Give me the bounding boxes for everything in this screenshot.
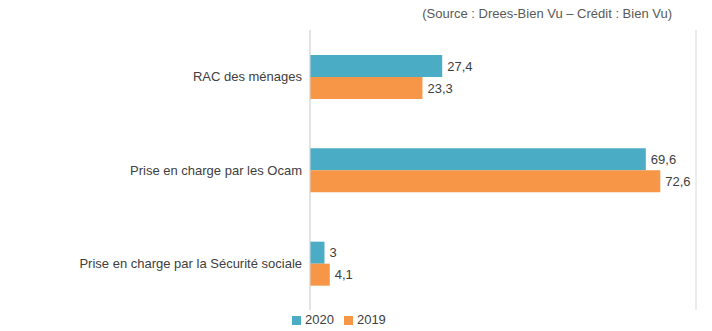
svg-text:Prise en charge par la Sécurit: Prise en charge par la Sécurité sociale xyxy=(79,256,302,271)
svg-text:72,6: 72,6 xyxy=(665,174,690,189)
html-text:2019: 2019 xyxy=(356,312,386,327)
svg-text:4,1: 4,1 xyxy=(335,267,353,282)
svg-text:Prise en charge par les Ocam: Prise en charge par les Ocam xyxy=(130,163,302,178)
svg-text:RAC des ménages: RAC des ménages xyxy=(193,69,303,84)
svg-text:23,3: 23,3 xyxy=(427,81,452,96)
html-text:2020: 2020 xyxy=(305,312,334,327)
html-text:(Source : Drees-Bien Vu – Créd: (Source : Drees-Bien Vu – Crédit : Bien … xyxy=(422,6,672,21)
svg-text:27,4: 27,4 xyxy=(447,59,472,74)
svg-text:3: 3 xyxy=(329,245,336,260)
svg-text:69,6: 69,6 xyxy=(651,152,676,167)
